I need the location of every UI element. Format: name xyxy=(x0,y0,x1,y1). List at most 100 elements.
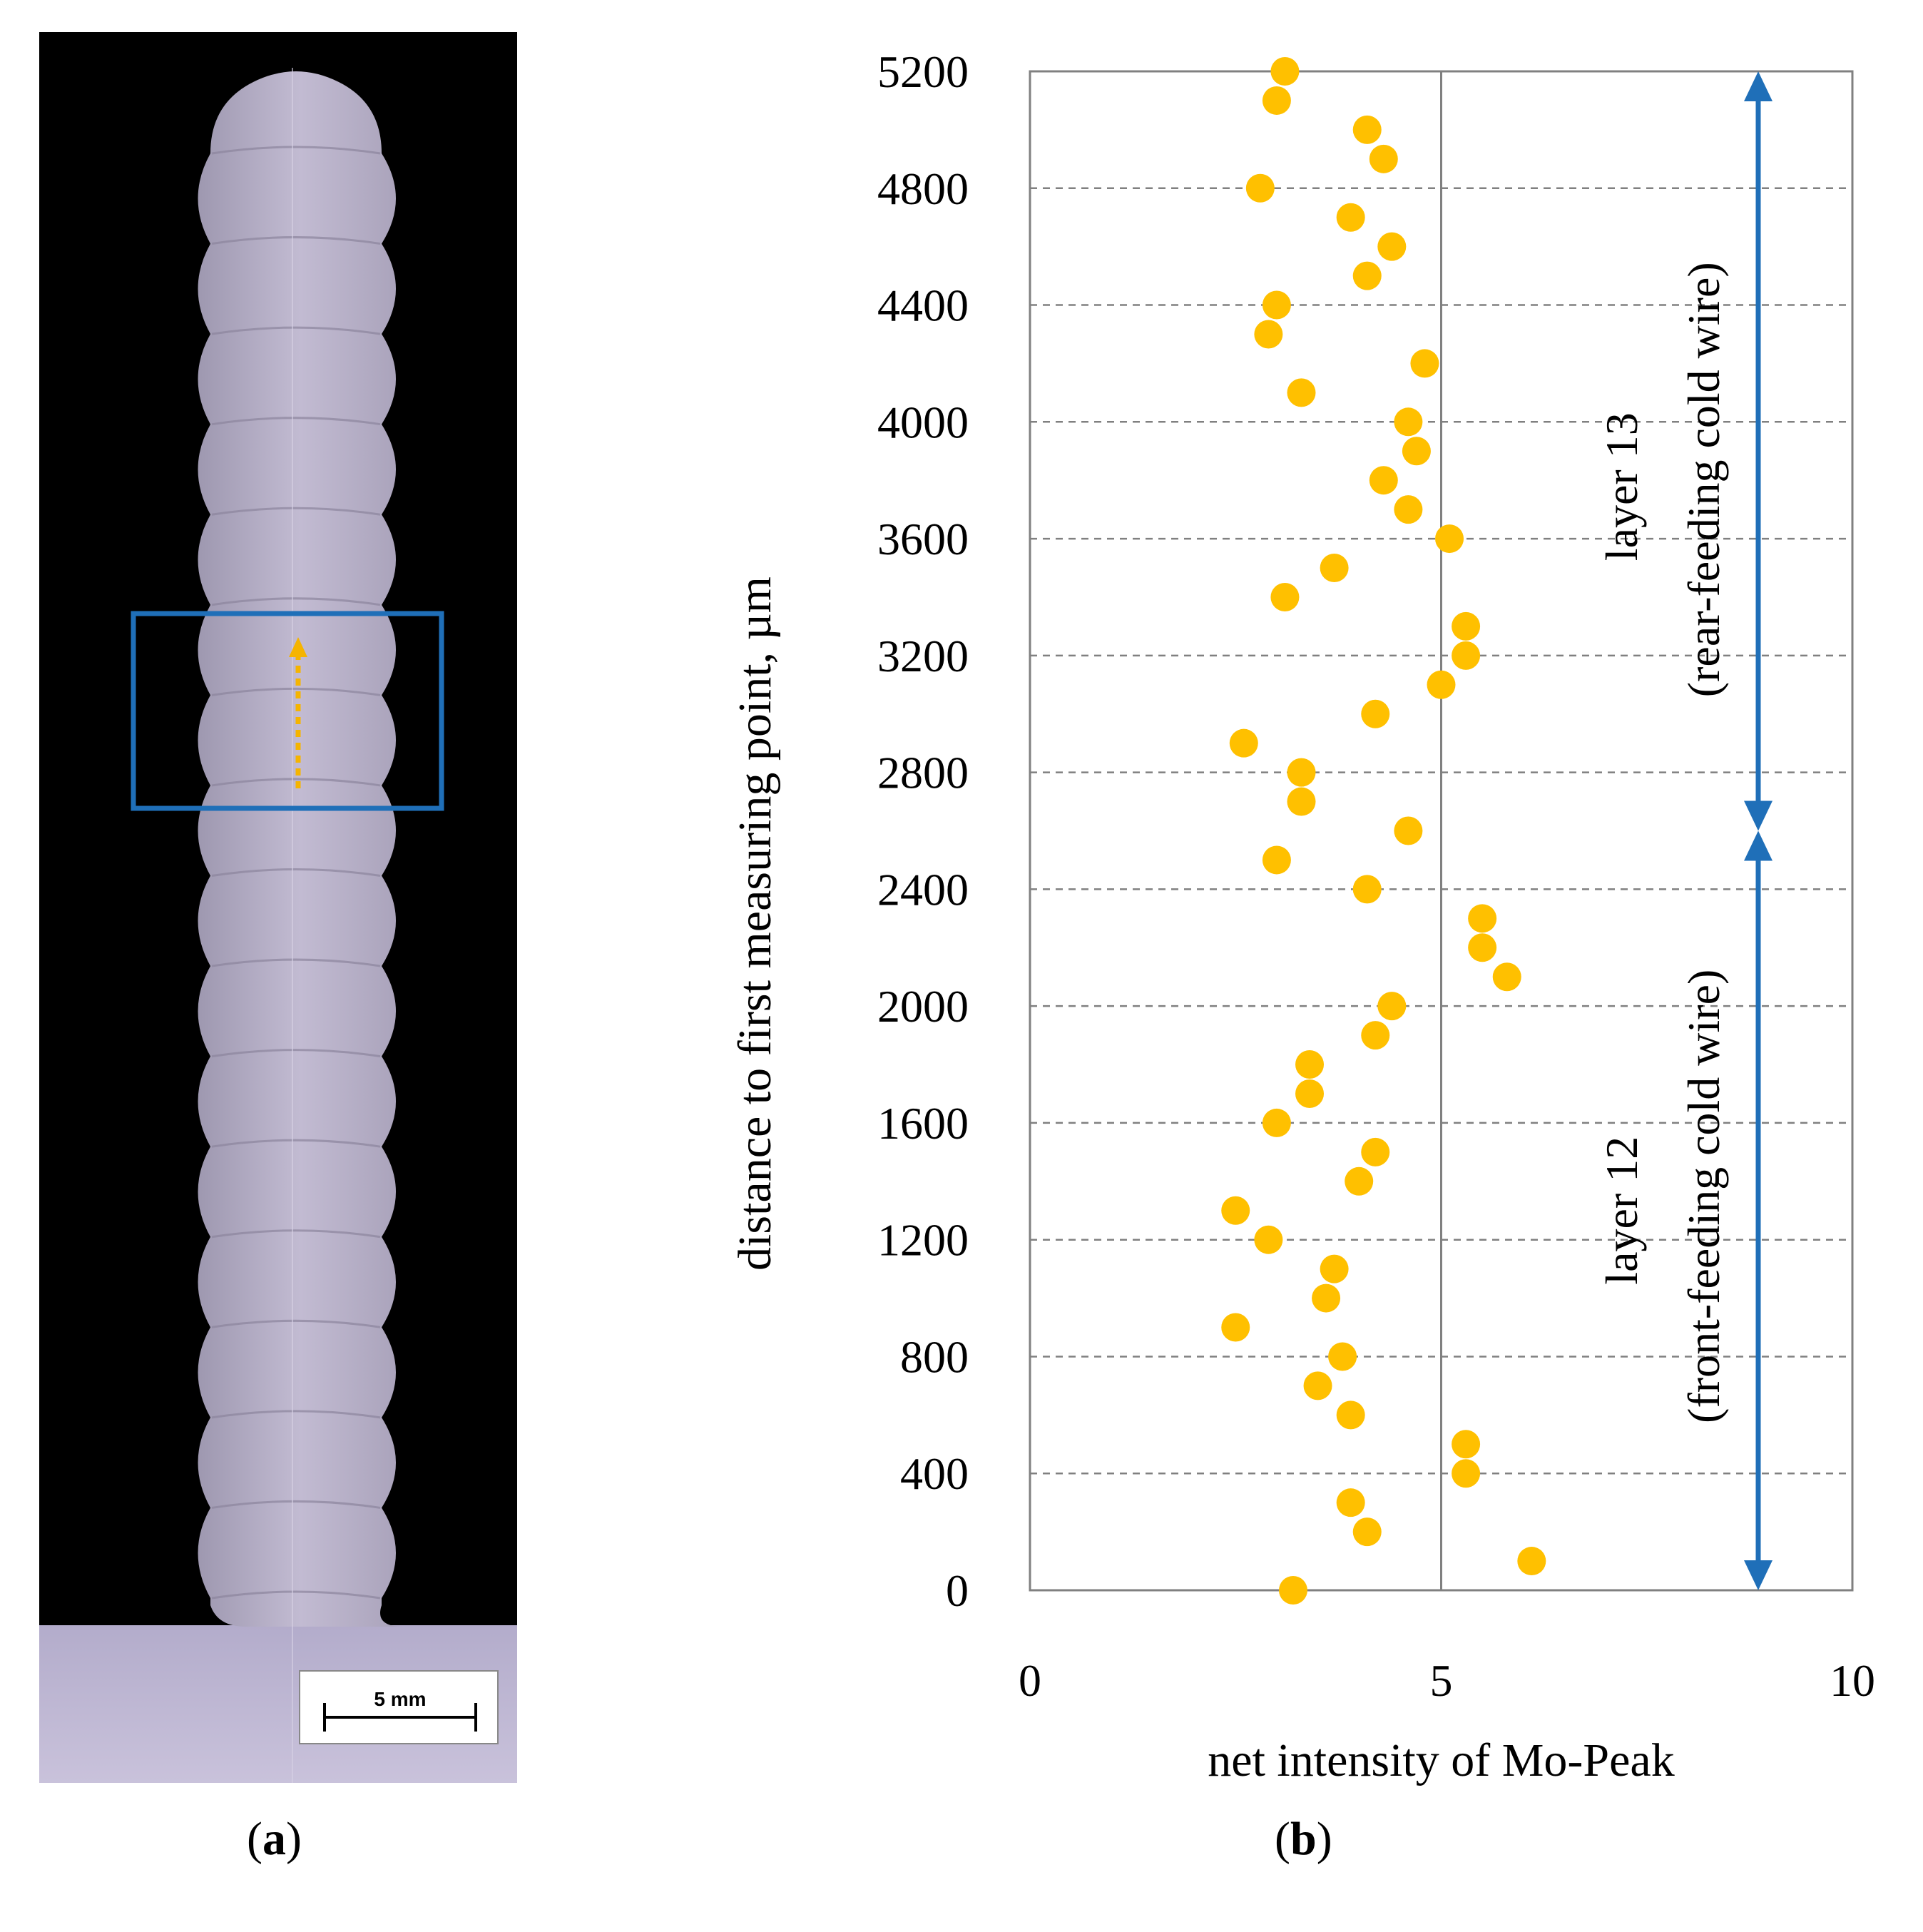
layer-boundary-line xyxy=(211,1319,381,1328)
data-point xyxy=(1394,816,1423,845)
data-point xyxy=(1377,992,1407,1021)
data-point xyxy=(1254,1225,1283,1254)
x-tick-label: 0 xyxy=(1019,1655,1041,1706)
data-point xyxy=(1352,261,1382,290)
data-point xyxy=(1377,232,1407,261)
data-point xyxy=(1361,699,1390,728)
layer-boundary-line xyxy=(211,236,381,245)
layer-boundary-line xyxy=(211,868,381,877)
data-point xyxy=(1468,904,1497,933)
data-point xyxy=(1452,1459,1481,1488)
layer-boundary-line xyxy=(211,1139,381,1148)
data-point xyxy=(1352,875,1382,904)
layer12-arrowhead-down-icon xyxy=(1744,1560,1772,1590)
data-point xyxy=(1352,1517,1382,1547)
layer-boundaries xyxy=(211,146,381,1600)
data-point xyxy=(1517,1547,1546,1576)
layer-boundary-line xyxy=(211,326,381,335)
y-axis-title: distance to first measuring point, µm xyxy=(729,576,781,1271)
y-tick-label: 2400 xyxy=(877,864,969,915)
data-point xyxy=(1287,378,1316,407)
plot-frame xyxy=(1029,70,1854,1592)
data-point xyxy=(1221,1313,1250,1342)
layer-boundary-line xyxy=(211,687,381,696)
x-axis-title: net intensity of Mo-Peak xyxy=(1208,1734,1674,1786)
micrograph-image: 5 mm xyxy=(39,32,517,1783)
layer-boundary-line xyxy=(211,597,381,606)
data-point xyxy=(1369,466,1398,495)
data-point xyxy=(1402,437,1431,466)
scan-arrowhead-icon xyxy=(289,637,307,657)
y-tick-label: 2800 xyxy=(877,748,969,798)
layer13-arrowhead-up-icon xyxy=(1744,71,1772,101)
data-points xyxy=(1221,57,1546,1605)
y-tick-label: 400 xyxy=(900,1448,969,1499)
layer-annotations: layer 13 (rear-feeding cold wire) layer 12… xyxy=(1596,71,1772,1590)
layer12-sublabel: (front-feeding cold wire) xyxy=(1678,970,1729,1423)
layer13-sublabel: (rear-feeding cold wire) xyxy=(1678,262,1729,697)
data-point xyxy=(1295,1079,1325,1108)
data-point xyxy=(1312,1283,1341,1313)
y-tick-label: 2000 xyxy=(877,981,969,1032)
panel-label-b: (b) xyxy=(1275,1813,1332,1865)
data-point xyxy=(1336,203,1365,232)
data-point xyxy=(1352,115,1382,144)
y-tick-label: 4800 xyxy=(877,163,969,214)
layer-boundary-line xyxy=(211,146,381,155)
data-point xyxy=(1262,290,1291,320)
data-point xyxy=(1452,641,1481,670)
data-point xyxy=(1427,670,1456,699)
data-point xyxy=(1287,758,1316,787)
y-tick-label: 800 xyxy=(900,1331,969,1382)
y-tick-label: 4000 xyxy=(877,397,969,447)
data-point xyxy=(1394,407,1423,437)
layer-boundary-line xyxy=(211,1049,381,1058)
layer12-arrowhead-up-icon xyxy=(1744,830,1772,861)
y-tick-label: 4400 xyxy=(877,280,969,331)
data-point xyxy=(1361,1021,1390,1050)
data-point xyxy=(1221,1196,1250,1225)
data-point xyxy=(1336,1400,1365,1430)
data-point xyxy=(1336,1488,1365,1517)
roi-box xyxy=(131,611,444,811)
data-point xyxy=(1270,57,1300,86)
layer-boundary-line xyxy=(211,1500,381,1509)
data-point xyxy=(1320,1254,1349,1283)
y-tick-label: 3600 xyxy=(877,514,969,564)
y-tick-label: 5200 xyxy=(877,46,969,97)
layer12-label: layer 12 xyxy=(1596,1137,1647,1285)
panel-label-a: (a) xyxy=(247,1813,302,1865)
layer13-arrowhead-down-icon xyxy=(1744,800,1772,831)
y-tick-labels: 0 400 800 1200 1600 2000 2400 2800 3200 3600 4000 4… xyxy=(877,46,969,1616)
data-point xyxy=(1287,787,1316,816)
x-tick-label: 5 xyxy=(1430,1655,1453,1706)
data-point xyxy=(1452,1430,1481,1459)
layer-boundary-line xyxy=(211,1410,381,1419)
layer-boundary-line xyxy=(211,958,381,967)
layer13-label: layer 13 xyxy=(1596,412,1647,561)
data-point xyxy=(1262,86,1291,115)
layer-boundary-line xyxy=(211,1590,381,1600)
micrograph-drawing: 5 mm xyxy=(39,68,517,1783)
y-tick-label: 1600 xyxy=(877,1098,969,1149)
data-point xyxy=(1361,1137,1390,1166)
data-point xyxy=(1394,495,1423,524)
data-point xyxy=(1262,1108,1291,1137)
data-point xyxy=(1320,554,1349,583)
data-point xyxy=(1452,611,1481,641)
data-point xyxy=(1345,1166,1374,1196)
data-point xyxy=(1410,349,1439,378)
scale-bar-box xyxy=(299,1670,499,1744)
data-point xyxy=(1492,962,1521,992)
data-point xyxy=(1328,1342,1357,1371)
scale-bar-label: 5 mm xyxy=(374,1688,426,1710)
data-point xyxy=(1229,728,1258,758)
data-point xyxy=(1468,933,1497,962)
layer-boundary-line xyxy=(211,507,381,516)
data-point xyxy=(1262,845,1291,875)
y-tick-label: 0 xyxy=(946,1565,969,1616)
layer-boundary-line xyxy=(211,417,381,426)
wall-specimen xyxy=(198,71,403,1627)
y-tick-label: 3200 xyxy=(877,631,969,681)
data-point xyxy=(1303,1371,1332,1400)
